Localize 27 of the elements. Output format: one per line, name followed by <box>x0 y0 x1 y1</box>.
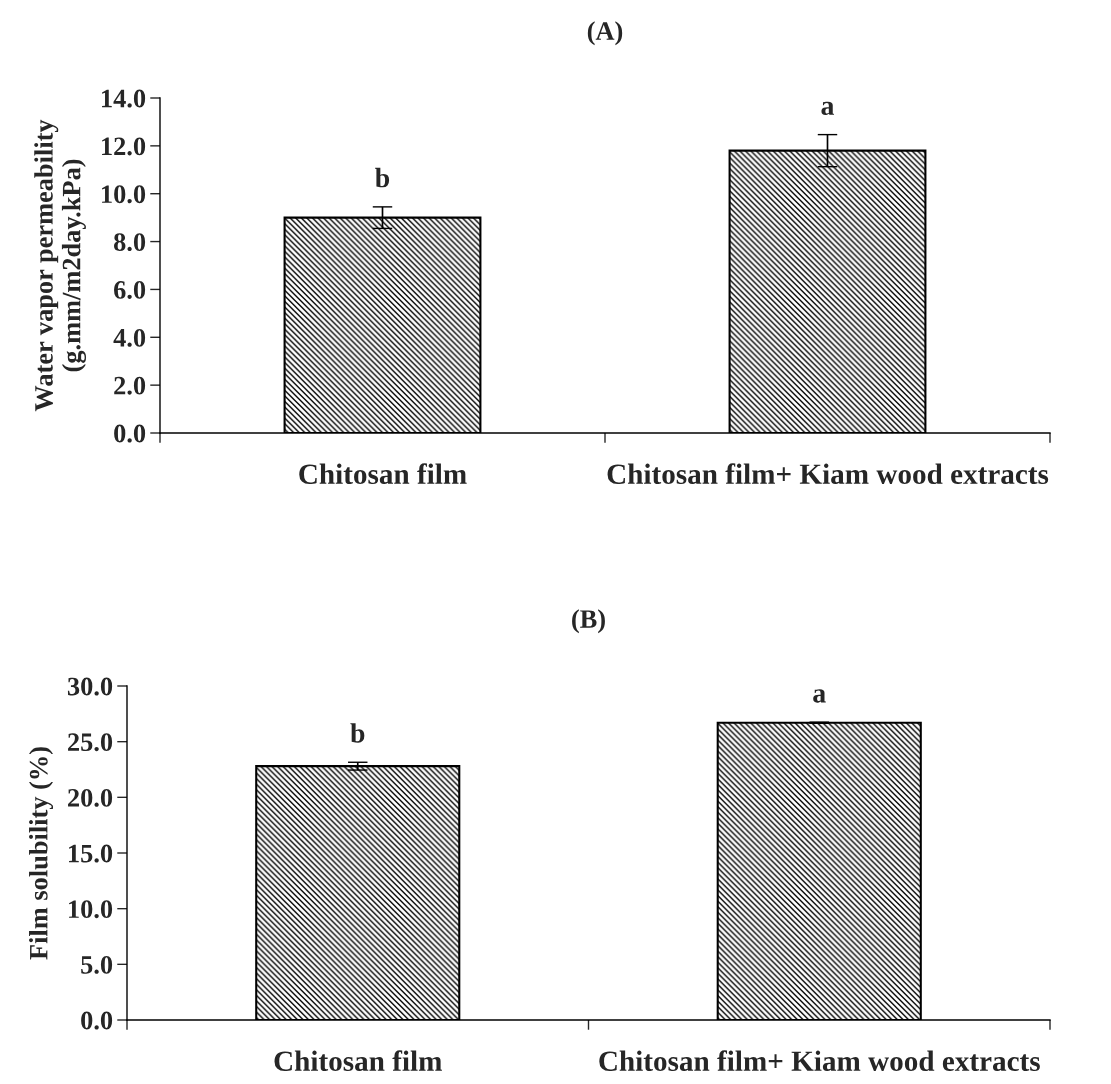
y-tick-label: 10.0 <box>102 185 146 204</box>
y-tick-label: 12.0 <box>102 137 146 156</box>
x-tick-label: Chitosan film+ Kiam wood extracts <box>599 1050 1040 1072</box>
x-tick-label: Chitosan film <box>299 463 467 485</box>
y-tick-label: 4.0 <box>113 328 146 347</box>
y-tick-label: 5.0 <box>81 955 113 974</box>
y-tick-label: 0.0 <box>81 1011 113 1030</box>
y-tick-label: 25.0 <box>68 733 113 752</box>
y-tick-label: 8.0 <box>114 233 146 252</box>
y-tick-label: 14.0 <box>102 89 146 108</box>
annotation: a <box>813 689 826 703</box>
chart-title: (A) <box>587 21 623 46</box>
x-tick-label: Chitosan film <box>274 1050 442 1072</box>
y-tick-label: 10.0 <box>69 900 113 919</box>
y-axis-title: Water vapor permeability (g.mm/m2day.kPa) <box>34 119 87 412</box>
y-tick-label: 15.0 <box>69 844 113 863</box>
y-tick-label: 6.0 <box>114 281 146 299</box>
y-tick-label: 20.0 <box>68 788 113 807</box>
y-axis-title: Film solubility (%) <box>29 747 54 960</box>
y-tick-label: 0.0 <box>114 424 146 443</box>
y-tick-label: 2.0 <box>114 376 146 395</box>
y-tick-label: 30.0 <box>67 677 113 696</box>
annotation: b <box>350 723 365 743</box>
annotation: b <box>375 167 390 188</box>
x-tick-label: Chitosan film+ Kiam wood extracts <box>607 463 1049 485</box>
annotation: a <box>821 101 835 116</box>
chart-title: (B) <box>572 609 605 634</box>
